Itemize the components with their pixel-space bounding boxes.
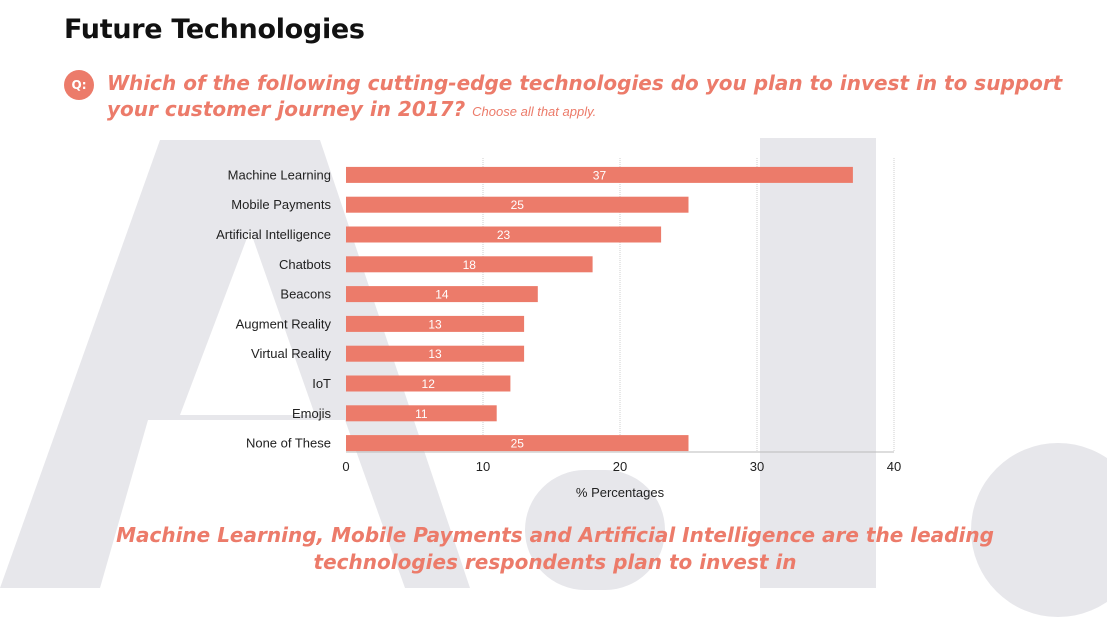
data-label: 13 [428, 347, 442, 361]
survey-question: Which of the following cutting-edge tech… [107, 70, 1067, 125]
background-letter-i [760, 138, 876, 588]
data-label: 13 [428, 317, 442, 331]
bar [346, 256, 593, 273]
bar [346, 226, 662, 243]
background-period-dot-1 [525, 470, 665, 590]
data-label: 25 [511, 437, 525, 451]
data-label: 23 [497, 228, 511, 242]
data-label: 14 [435, 288, 449, 302]
x-tick-label: 30 [750, 459, 764, 474]
background-period-dot-2 [971, 443, 1107, 617]
category-label: IoT [312, 376, 331, 391]
bar [346, 166, 853, 183]
conclusion-text: Machine Learning, Mobile Payments and Ar… [116, 523, 994, 574]
data-label: 37 [593, 168, 607, 182]
category-label: Virtual Reality [251, 346, 331, 361]
category-label: Mobile Payments [231, 197, 331, 212]
category-label: Machine Learning [228, 167, 331, 182]
page-title: Future Technologies [64, 14, 365, 45]
bar [346, 435, 689, 452]
x-tick-label: 0 [342, 459, 349, 474]
x-tick-label: 20 [613, 459, 627, 474]
category-label: Augment Reality [236, 316, 332, 331]
data-label: 18 [463, 258, 477, 272]
bar [346, 405, 497, 422]
bar [346, 286, 538, 303]
category-label: None of These [246, 436, 331, 451]
category-label: Chatbots [279, 257, 332, 272]
bar [346, 345, 525, 362]
bar [346, 375, 511, 392]
x-tick-label: 40 [887, 459, 901, 474]
data-label: 25 [511, 198, 525, 212]
question-badge-icon: Q: [64, 70, 94, 100]
data-label: 12 [422, 377, 436, 391]
category-label: Artificial Intelligence [216, 227, 331, 242]
question-note: Choose all that apply. [472, 104, 597, 119]
x-tick-label: 10 [476, 459, 490, 474]
category-label: Emojis [292, 406, 332, 421]
bar [346, 315, 525, 332]
category-label: Beacons [280, 287, 331, 302]
x-axis-label: % Percentages [576, 485, 665, 500]
question-text: Which of the following cutting-edge tech… [107, 71, 1063, 121]
data-label: 11 [415, 407, 428, 421]
background-letter-a-counter [180, 230, 315, 415]
bar [346, 196, 689, 213]
